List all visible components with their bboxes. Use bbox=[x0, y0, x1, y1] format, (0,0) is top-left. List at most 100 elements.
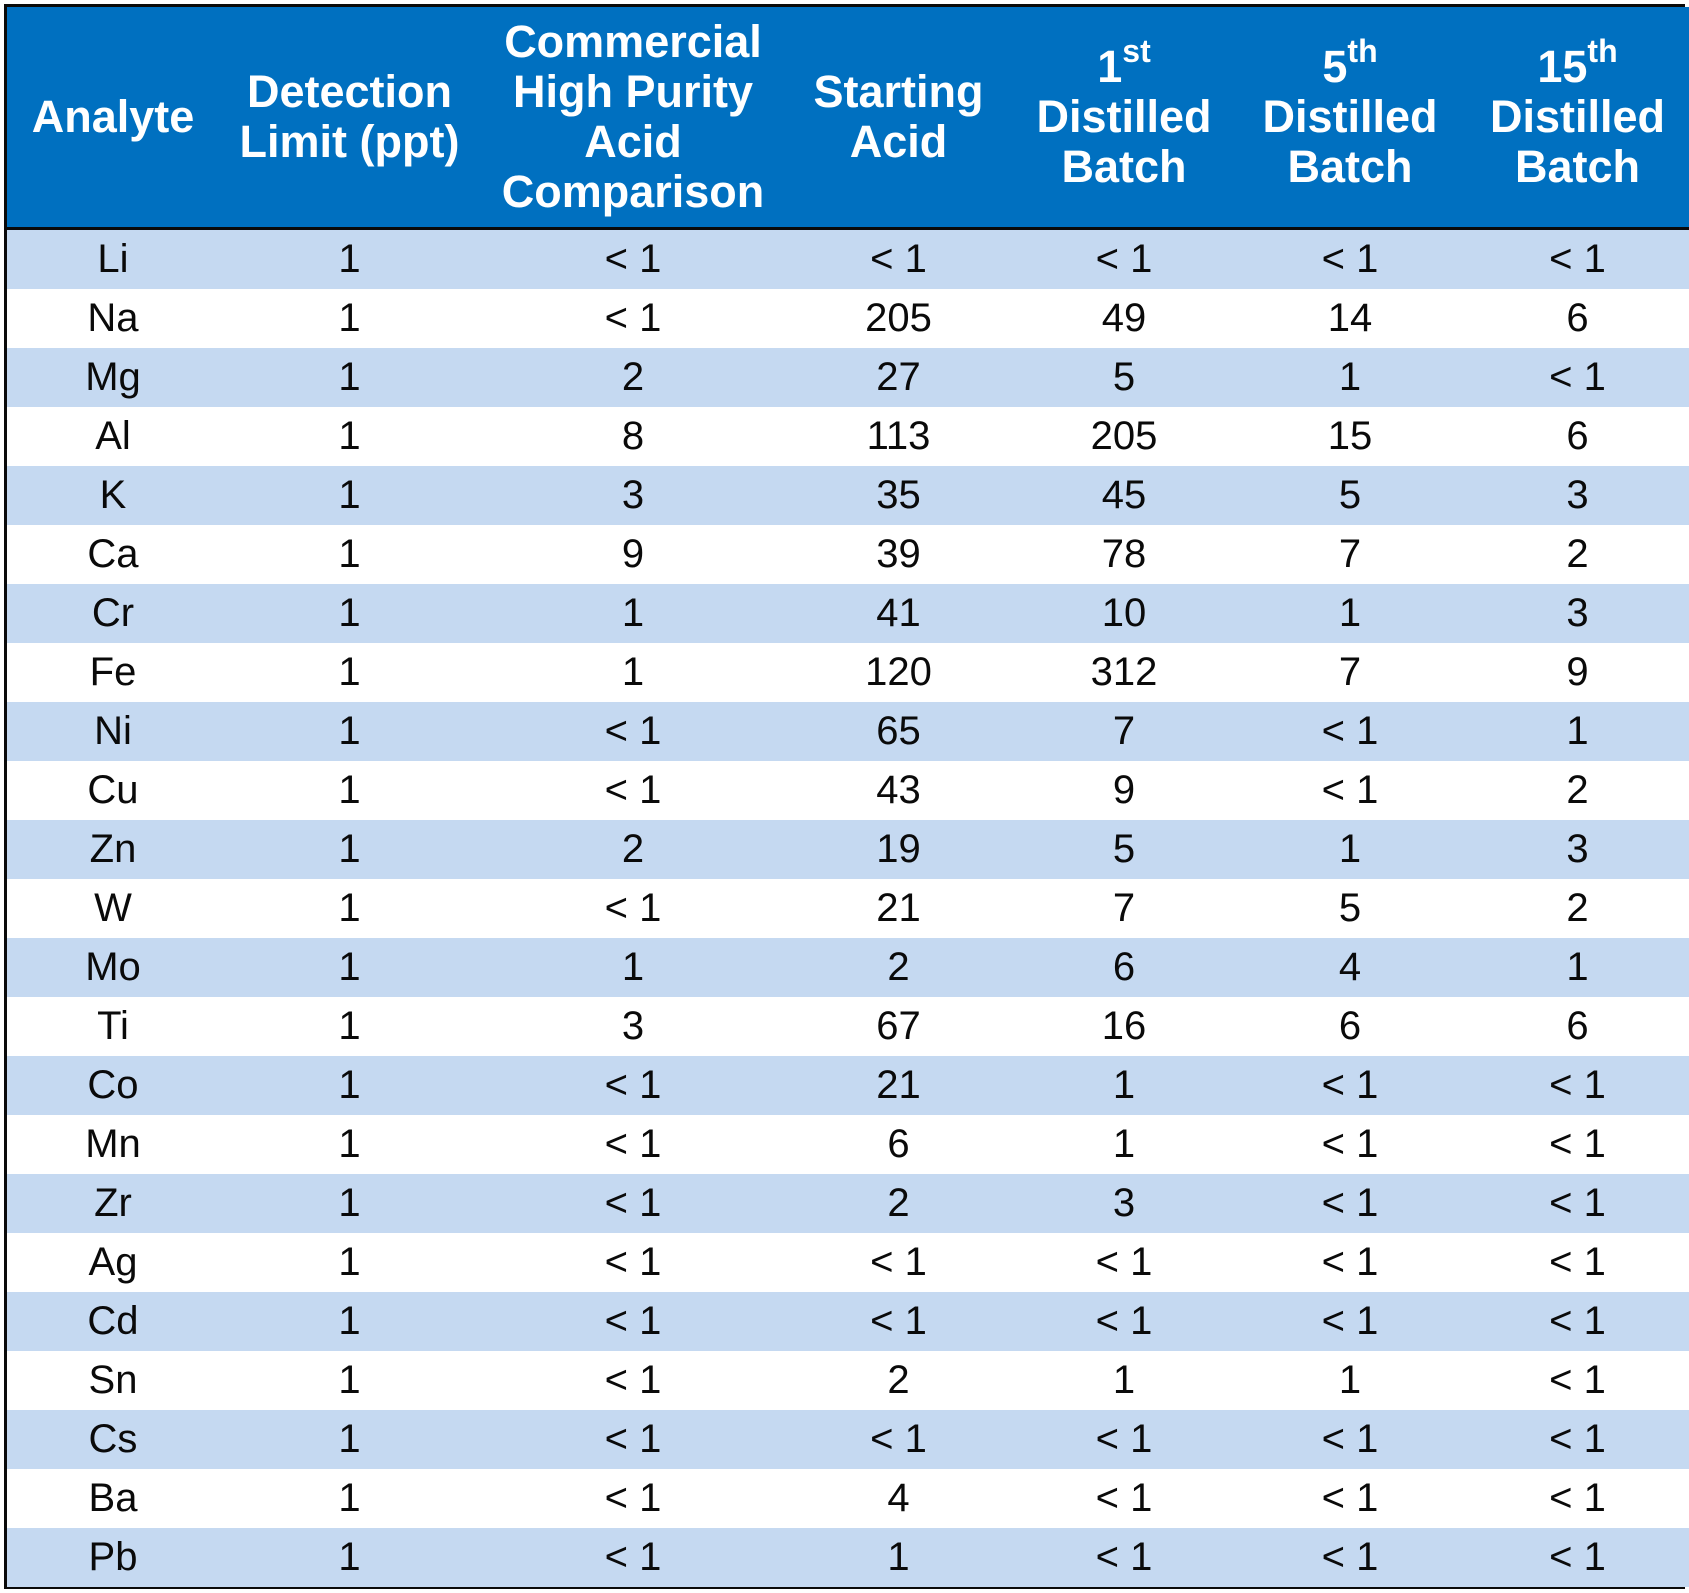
value-cell-commercial-comparison: 1 bbox=[480, 642, 786, 702]
value-cell-distilled-15th: 3 bbox=[1463, 465, 1689, 525]
value-cell-distilled-1st: < 1 bbox=[1011, 1232, 1237, 1292]
table-row: K 1 3 35 45 5 3 bbox=[7, 465, 1689, 525]
value-cell-commercial-comparison: < 1 bbox=[480, 228, 786, 289]
table-row: Zr 1 < 1 2 3 < 1 < 1 bbox=[7, 1173, 1689, 1233]
table-row: Cd 1 < 1 < 1 < 1 < 1 < 1 bbox=[7, 1291, 1689, 1351]
value-cell-commercial-comparison: 1 bbox=[480, 937, 786, 997]
value-cell-detection-limit: 1 bbox=[219, 878, 480, 938]
table-row: Pb 1 < 1 1 < 1 < 1 < 1 bbox=[7, 1527, 1689, 1587]
value-cell-distilled-1st: 7 bbox=[1011, 701, 1237, 761]
value-cell-detection-limit: 1 bbox=[219, 1173, 480, 1233]
value-cell-starting-acid: 120 bbox=[786, 642, 1011, 702]
value-cell-distilled-5th: < 1 bbox=[1237, 1232, 1463, 1292]
value-cell-starting-acid: 27 bbox=[786, 347, 1011, 407]
column-header-analyte: Analyte bbox=[7, 7, 219, 230]
analyte-cell: Ag bbox=[7, 1232, 219, 1292]
column-header-line: Analyte bbox=[31, 90, 195, 142]
value-cell-detection-limit: 1 bbox=[219, 1350, 480, 1410]
analyte-cell: K bbox=[7, 465, 219, 525]
value-cell-starting-acid: 21 bbox=[786, 878, 1011, 938]
value-cell-distilled-5th: < 1 bbox=[1237, 1527, 1463, 1587]
table-body: Li 1 < 1 < 1 < 1 < 1 < 1 Na 1 < 1 205 49 14 6 Mg 1 2 27 5 1… bbox=[7, 228, 1689, 1587]
value-cell-commercial-comparison: 8 bbox=[480, 406, 786, 466]
value-cell-starting-acid: 41 bbox=[786, 583, 1011, 643]
value-cell-starting-acid: 35 bbox=[786, 465, 1011, 525]
analyte-cell: Zn bbox=[7, 819, 219, 879]
value-cell-distilled-5th: < 1 bbox=[1237, 760, 1463, 820]
table-row: Fe 1 1 120 312 7 9 bbox=[7, 642, 1689, 702]
column-header-line: High Purity bbox=[512, 65, 753, 117]
value-cell-distilled-15th: 3 bbox=[1463, 583, 1689, 643]
value-cell-distilled-1st: 49 bbox=[1011, 288, 1237, 348]
value-cell-commercial-comparison: 3 bbox=[480, 996, 786, 1056]
value-cell-detection-limit: 1 bbox=[219, 524, 480, 584]
value-cell-distilled-15th: 9 bbox=[1463, 642, 1689, 702]
table-row: Ba 1 < 1 4 < 1 < 1 < 1 bbox=[7, 1468, 1689, 1528]
value-cell-distilled-5th: 1 bbox=[1237, 347, 1463, 407]
value-cell-distilled-15th: < 1 bbox=[1463, 1114, 1689, 1174]
value-cell-detection-limit: 1 bbox=[219, 288, 480, 348]
analyte-cell: Cr bbox=[7, 583, 219, 643]
value-cell-starting-acid: 39 bbox=[786, 524, 1011, 584]
value-cell-starting-acid: 1 bbox=[786, 1527, 1011, 1587]
table-row: Ti 1 3 67 16 6 6 bbox=[7, 996, 1689, 1056]
table-row: Mo 1 1 2 6 4 1 bbox=[7, 937, 1689, 997]
column-header-line: 15 bbox=[1537, 40, 1588, 92]
value-cell-distilled-15th: < 1 bbox=[1463, 1468, 1689, 1528]
table-row: Sn 1 < 1 2 1 1 < 1 bbox=[7, 1350, 1689, 1410]
value-cell-commercial-comparison: < 1 bbox=[480, 760, 786, 820]
value-cell-distilled-1st: 16 bbox=[1011, 996, 1237, 1056]
value-cell-distilled-1st: < 1 bbox=[1011, 1468, 1237, 1528]
value-cell-commercial-comparison: < 1 bbox=[480, 1527, 786, 1587]
value-cell-distilled-15th: < 1 bbox=[1463, 1173, 1689, 1233]
analyte-cell: W bbox=[7, 878, 219, 938]
value-cell-starting-acid: 4 bbox=[786, 1468, 1011, 1528]
value-cell-distilled-1st: 78 bbox=[1011, 524, 1237, 584]
value-cell-detection-limit: 1 bbox=[219, 1468, 480, 1528]
value-cell-starting-acid: 113 bbox=[786, 406, 1011, 466]
value-cell-commercial-comparison: < 1 bbox=[480, 1468, 786, 1528]
column-header-line: Acid bbox=[849, 115, 948, 167]
table-row: Mn 1 < 1 6 1 < 1 < 1 bbox=[7, 1114, 1689, 1174]
value-cell-commercial-comparison: < 1 bbox=[480, 1173, 786, 1233]
value-cell-commercial-comparison: < 1 bbox=[480, 1055, 786, 1115]
analyte-cell: Zr bbox=[7, 1173, 219, 1233]
ordinal-suffix: th bbox=[1347, 32, 1378, 69]
value-cell-distilled-1st: 5 bbox=[1011, 819, 1237, 879]
table-row: Al 1 8 113 205 15 6 bbox=[7, 406, 1689, 466]
value-cell-starting-acid: 65 bbox=[786, 701, 1011, 761]
value-cell-distilled-15th: < 1 bbox=[1463, 1232, 1689, 1292]
value-cell-distilled-1st: 10 bbox=[1011, 583, 1237, 643]
value-cell-distilled-5th: < 1 bbox=[1237, 1291, 1463, 1351]
value-cell-distilled-15th: 3 bbox=[1463, 819, 1689, 879]
analyte-cell: Cs bbox=[7, 1409, 219, 1469]
value-cell-distilled-15th: 1 bbox=[1463, 937, 1689, 997]
table-header: Analyte Detection Limit (ppt) Commercial Hig… bbox=[7, 7, 1689, 230]
results-table-container: Analyte Detection Limit (ppt) Commercial Hig… bbox=[4, 4, 1689, 1589]
column-header-line: Distilled bbox=[1036, 90, 1212, 142]
value-cell-starting-acid: 21 bbox=[786, 1055, 1011, 1115]
value-cell-starting-acid: 205 bbox=[786, 288, 1011, 348]
value-cell-distilled-15th: < 1 bbox=[1463, 1291, 1689, 1351]
value-cell-commercial-comparison: 1 bbox=[480, 583, 786, 643]
analyte-cell: Cu bbox=[7, 760, 219, 820]
column-header-distilled-1st: 1st Distilled Batch bbox=[1011, 7, 1237, 230]
value-cell-distilled-5th: 4 bbox=[1237, 937, 1463, 997]
value-cell-detection-limit: 1 bbox=[219, 228, 480, 289]
analyte-cell: Sn bbox=[7, 1350, 219, 1410]
column-header-line: Commercial bbox=[504, 15, 762, 67]
column-header-line: Comparison bbox=[501, 165, 765, 217]
value-cell-distilled-5th: 7 bbox=[1237, 642, 1463, 702]
column-header-line: Distilled bbox=[1262, 90, 1438, 142]
column-header-line: Limit (ppt) bbox=[239, 115, 460, 167]
column-header-commercial-comparison: Commercial High Purity Acid Comparison bbox=[480, 7, 786, 230]
column-header-starting-acid: Starting Acid bbox=[786, 7, 1011, 230]
analyte-cell: Pb bbox=[7, 1527, 219, 1587]
value-cell-detection-limit: 1 bbox=[219, 1409, 480, 1469]
analyte-cell: Ba bbox=[7, 1468, 219, 1528]
value-cell-commercial-comparison: < 1 bbox=[480, 701, 786, 761]
value-cell-detection-limit: 1 bbox=[219, 701, 480, 761]
column-header-line: Starting bbox=[813, 65, 984, 117]
analyte-cell: Li bbox=[7, 228, 219, 289]
